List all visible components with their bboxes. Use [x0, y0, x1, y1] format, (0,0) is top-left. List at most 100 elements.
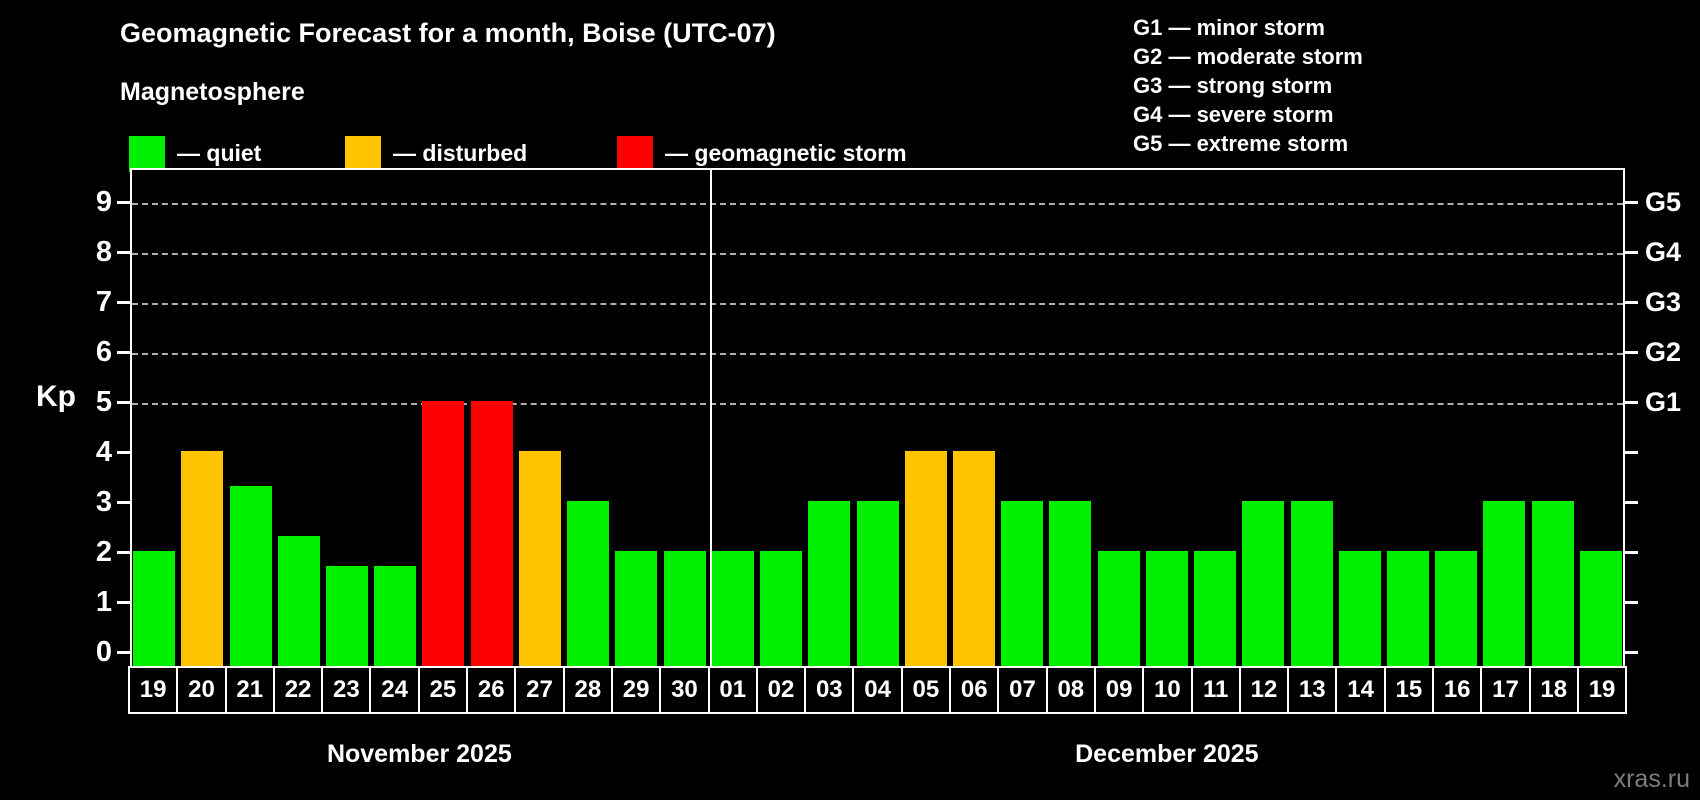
- month-label-november: November 2025: [326, 740, 512, 768]
- day-label: 22: [272, 666, 324, 714]
- kp-bar: [711, 551, 754, 666]
- day-label: 09: [1093, 666, 1145, 714]
- day-label: 28: [562, 666, 613, 714]
- y-tick-right: [1625, 651, 1638, 654]
- g-legend-line-2: G2 — moderate storm: [1133, 44, 1363, 69]
- day-label: 11: [1190, 666, 1241, 714]
- day-label: 04: [852, 666, 903, 714]
- g-axis-label-g2: G2: [1645, 337, 1682, 367]
- kp-bar: [663, 551, 706, 666]
- g-axis-label-g5: G5: [1645, 187, 1682, 217]
- day-label: 30: [659, 666, 710, 714]
- legend-swatch-storm-icon: [617, 136, 653, 172]
- day-label: 12: [1238, 666, 1290, 714]
- g-axis-label-g1: G1: [1645, 387, 1682, 417]
- day-label: 01: [707, 666, 758, 714]
- kp-bar: [1049, 501, 1092, 666]
- day-label: 26: [466, 666, 517, 714]
- legend-swatch-disturbed-icon: [345, 136, 381, 172]
- y-tick-left: [117, 351, 130, 354]
- plot-area: [130, 168, 1625, 668]
- day-label: 02: [755, 666, 807, 714]
- y-tick-label: 1: [95, 586, 112, 618]
- kp-bar: [856, 501, 899, 666]
- y-tick-left: [117, 201, 130, 204]
- y-tick-label: 3: [95, 486, 112, 518]
- day-label: 16: [1432, 666, 1483, 714]
- kp-bar: [277, 536, 320, 666]
- day-label: 20: [176, 666, 227, 714]
- chart-title: Geomagnetic Forecast for a month, Boise …: [120, 18, 776, 48]
- kp-bar: [374, 566, 417, 666]
- g-axis-label-g4: G4: [1645, 237, 1682, 267]
- gridline-kp8: [132, 253, 1623, 255]
- kp-bar: [470, 401, 513, 666]
- y-tick-label: 4: [95, 436, 112, 468]
- month-divider: [709, 170, 712, 666]
- day-label-strip: 19 20 21 22 23 24 25 26 27 28 29 30 01 02 03 04 05 06 07 08…: [128, 666, 1628, 714]
- gridline-kp7: [132, 303, 1623, 305]
- kp-bar: [1194, 551, 1237, 666]
- g-legend-line-1: G1 — minor storm: [1133, 15, 1325, 40]
- legend-swatch-quiet-icon: [129, 136, 165, 172]
- y-axis-title: Kp: [36, 380, 76, 413]
- g-axis-label-g3: G3: [1645, 287, 1682, 317]
- kp-bar: [1290, 501, 1333, 666]
- y-tick-right: [1625, 351, 1638, 354]
- day-label: 19: [128, 666, 179, 714]
- g-legend-line-4: G4 — severe storm: [1133, 102, 1334, 127]
- y-tick-left: [117, 551, 130, 554]
- day-label: 24: [369, 666, 420, 714]
- g-legend-line-5: G5 — extreme storm: [1133, 131, 1349, 156]
- kp-bar: [133, 551, 176, 666]
- kp-bar: [1145, 551, 1188, 666]
- kp-bar: [1483, 501, 1526, 666]
- kp-bar: [1097, 551, 1140, 666]
- day-label: 18: [1528, 666, 1579, 714]
- y-tick-label: 9: [95, 186, 112, 218]
- kp-bar: [1001, 501, 1044, 666]
- kp-bar: [181, 451, 224, 666]
- y-tick-left: [117, 601, 130, 604]
- kp-bar: [1242, 501, 1285, 666]
- kp-bar: [422, 401, 465, 666]
- y-tick-right: [1625, 201, 1638, 204]
- y-tick-label: 8: [95, 236, 112, 268]
- y-tick-left: [117, 651, 130, 654]
- legend-label-disturbed: — disturbed: [393, 140, 528, 166]
- y-tick-left: [117, 401, 130, 404]
- y-tick-left: [117, 251, 130, 254]
- kp-bar: [808, 501, 851, 666]
- day-label: 27: [514, 666, 565, 714]
- day-label: 06: [949, 666, 1000, 714]
- y-tick-right: [1625, 601, 1638, 604]
- kp-bar: [326, 566, 369, 666]
- y-tick-left: [117, 301, 130, 304]
- kp-bar: [904, 451, 947, 666]
- day-label: 08: [1045, 666, 1096, 714]
- day-label: 23: [321, 666, 372, 714]
- day-label: 03: [804, 666, 855, 714]
- day-label: 29: [610, 666, 662, 714]
- y-tick-label: 7: [95, 286, 112, 318]
- y-tick-right: [1625, 551, 1638, 554]
- legend-label-storm: — geomagnetic storm: [665, 140, 907, 166]
- kp-bar: [760, 551, 803, 666]
- kp-bar: [1579, 551, 1622, 666]
- kp-bar: [1435, 551, 1478, 666]
- y-tick-label: 5: [95, 386, 112, 418]
- watermark: xras.ru: [1613, 765, 1690, 793]
- kp-bar: [1338, 551, 1381, 666]
- y-tick-left: [117, 501, 130, 504]
- day-label: 13: [1287, 666, 1338, 714]
- gridline-kp9: [132, 203, 1623, 205]
- y-tick-right: [1625, 401, 1638, 404]
- kp-bar: [518, 451, 561, 666]
- day-label: 07: [997, 666, 1048, 714]
- y-tick-label: 2: [95, 536, 112, 568]
- kp-bar: [615, 551, 658, 666]
- y-tick-label: 6: [95, 336, 112, 368]
- y-tick-right: [1625, 501, 1638, 504]
- y-tick-right: [1625, 301, 1638, 304]
